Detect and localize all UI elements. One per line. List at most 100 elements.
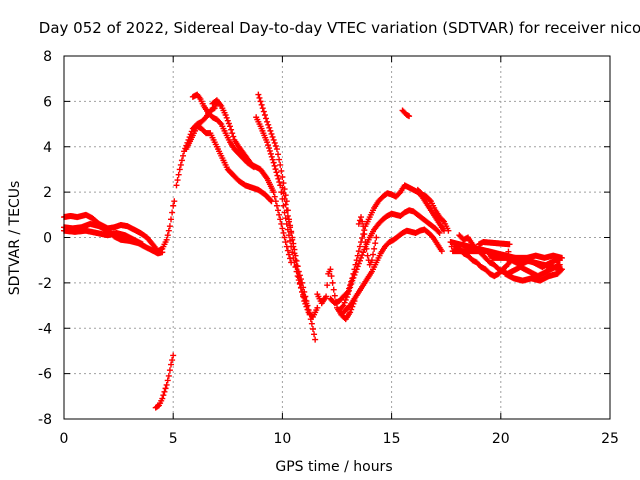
data-point [330, 286, 337, 293]
data-point [267, 127, 274, 134]
data-point [354, 252, 361, 259]
data-point [175, 171, 182, 178]
data-point [256, 94, 263, 101]
data-point [225, 120, 232, 127]
data-point [309, 326, 316, 333]
data-point [171, 198, 178, 205]
data-point [359, 235, 366, 242]
data-point [165, 227, 172, 234]
data-point [273, 146, 280, 153]
data-point [161, 388, 168, 395]
data-point [154, 403, 161, 410]
data-point [228, 126, 235, 133]
data-point [280, 190, 287, 197]
data-point [279, 225, 286, 232]
data-point [276, 156, 283, 163]
data-point [166, 223, 173, 230]
data-point [280, 180, 287, 187]
data-point [364, 252, 371, 259]
data-point [279, 184, 286, 191]
data-point [272, 198, 279, 205]
data-point [222, 111, 229, 118]
data-point [277, 161, 284, 168]
data-point [270, 159, 277, 166]
data-point [362, 239, 369, 246]
data-point [302, 300, 309, 307]
data-point [287, 224, 294, 231]
x-tick-label: 20 [492, 431, 510, 447]
y-tick-label: 6 [43, 94, 52, 110]
data-point [226, 123, 233, 130]
data-point [280, 229, 287, 236]
data-point [289, 236, 296, 243]
data-point [285, 251, 292, 258]
data-point [269, 133, 276, 140]
data-point [292, 263, 299, 270]
data-point [506, 241, 513, 248]
data-point [327, 266, 334, 273]
data-point [355, 248, 362, 255]
data-point [360, 249, 367, 256]
data-point [169, 209, 176, 216]
x-tick-label: 5 [169, 431, 178, 447]
data-point [311, 331, 318, 338]
data-point [164, 232, 171, 239]
data-point [284, 212, 291, 219]
data-point [283, 207, 290, 214]
data-point [255, 91, 262, 98]
data-point [447, 239, 454, 246]
data-point [323, 293, 330, 300]
data-point [266, 124, 273, 131]
data-point [163, 381, 170, 388]
data-point [170, 202, 177, 209]
y-tick-label: 0 [43, 231, 52, 247]
data-point [282, 239, 289, 246]
data-point [343, 290, 350, 297]
data-point [292, 257, 299, 264]
data-point [174, 177, 181, 184]
data-point [270, 136, 277, 143]
data-point [406, 113, 413, 120]
data-point [176, 166, 183, 173]
data-point [273, 169, 280, 176]
data-point [264, 139, 271, 146]
data-point [351, 271, 358, 278]
data-point [344, 288, 351, 295]
data-point [217, 119, 224, 126]
y-tick-label: -2 [38, 276, 52, 292]
data-point [346, 285, 353, 292]
data-point [358, 254, 365, 261]
x-tick-label: 10 [273, 431, 291, 447]
data-point [324, 282, 331, 289]
data-point [170, 352, 177, 359]
data-point [349, 303, 356, 310]
data-point [436, 229, 443, 236]
data-point [371, 245, 378, 252]
data-point [266, 147, 273, 154]
data-point [281, 234, 288, 241]
y-tick-label: -6 [38, 367, 52, 383]
data-point [361, 231, 368, 238]
axis-ticks: 0 5 10 15 20 25 -8 -6 -4 -2 0 2 4 6 8 [38, 49, 619, 447]
y-tick-label: 8 [43, 49, 52, 65]
data-point [360, 223, 367, 230]
data-point [368, 257, 375, 264]
data-point [285, 218, 292, 225]
data-point [169, 357, 176, 364]
data-point [293, 262, 300, 269]
data-point [308, 320, 315, 327]
data-point [274, 172, 281, 179]
data-point [265, 145, 272, 152]
data-point [288, 229, 295, 236]
data-series-sdtvar [61, 91, 565, 411]
data-point [372, 240, 379, 247]
data-point [267, 150, 274, 157]
data-point [275, 207, 282, 214]
data-point [448, 243, 455, 250]
chart-title: Day 052 of 2022, Sidereal Day-to-day VTE… [39, 19, 640, 37]
data-point [353, 257, 360, 264]
data-point [159, 249, 166, 256]
data-point [165, 372, 172, 379]
data-point [294, 268, 301, 275]
data-point [301, 298, 308, 305]
